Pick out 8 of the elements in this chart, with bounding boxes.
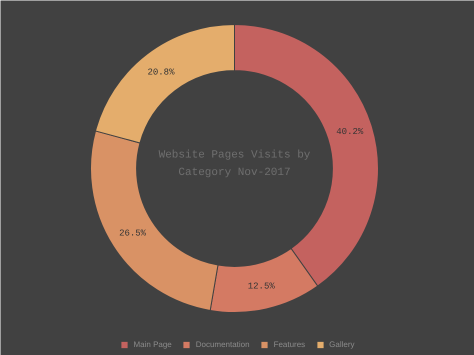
data-label: 26.5% [119, 228, 147, 239]
legend-label: Documentation [196, 340, 250, 349]
legend-label: Gallery [329, 340, 354, 349]
data-label: 20.8% [147, 67, 176, 78]
data-label: 40.2% [336, 126, 364, 137]
legend-label: Features [274, 340, 306, 349]
data-label: 12.5% [248, 281, 276, 292]
legend-label: Main Page [134, 340, 172, 349]
